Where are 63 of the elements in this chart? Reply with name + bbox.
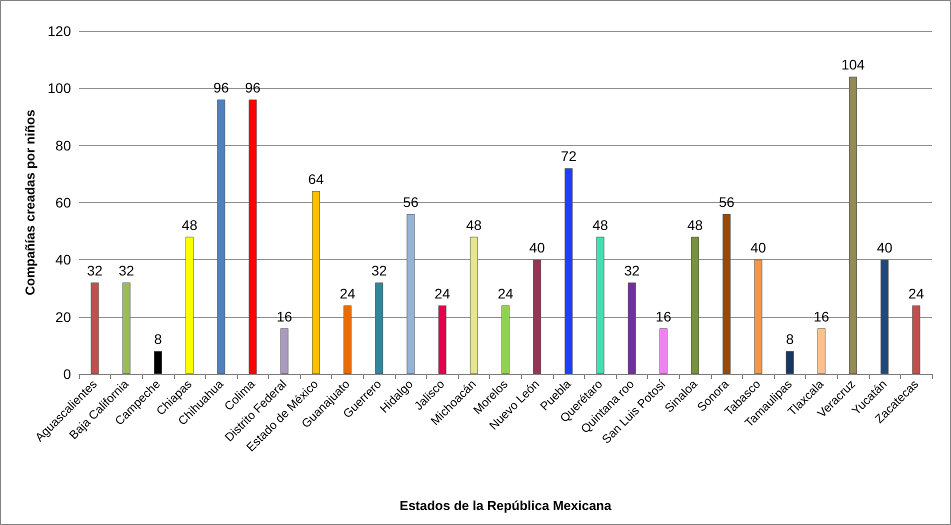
bar	[628, 282, 636, 374]
data-label: 96	[213, 80, 230, 96]
y-tick-label: 0	[63, 366, 72, 382]
bar	[90, 282, 99, 374]
data-label: 32	[118, 262, 134, 279]
data-label: 48	[466, 216, 482, 233]
bar	[533, 260, 542, 374]
bar	[344, 305, 352, 374]
data-label: 96	[244, 80, 261, 96]
data-label: 8	[786, 331, 794, 348]
bar	[470, 236, 478, 374]
y-tick-label: 120	[48, 23, 72, 39]
bar	[691, 236, 700, 374]
data-label: 24	[434, 285, 450, 302]
data-label: 56	[718, 194, 735, 210]
data-label: 32	[624, 262, 640, 279]
data-label: 48	[592, 216, 608, 233]
bar	[186, 236, 194, 374]
bar	[122, 282, 130, 374]
bar	[502, 305, 510, 374]
data-label: 24	[498, 285, 514, 302]
bar	[659, 328, 668, 374]
bar	[564, 168, 573, 374]
data-label: 24	[908, 285, 924, 302]
data-label: 16	[814, 308, 830, 324]
data-label: 40	[529, 240, 546, 256]
data-label: 64	[308, 171, 324, 188]
bar	[786, 351, 794, 374]
bar	[154, 351, 162, 374]
bar	[375, 282, 384, 374]
y-tick-label: 20	[55, 308, 72, 325]
bar	[880, 260, 889, 374]
y-axis-title: Compañías creadas por niños	[22, 110, 38, 296]
data-label: 16	[276, 308, 292, 324]
bar	[596, 236, 604, 374]
bar	[754, 260, 762, 374]
data-label: 16	[656, 308, 672, 324]
bar	[406, 214, 415, 374]
data-label: 72	[560, 148, 577, 164]
bar	[912, 305, 920, 374]
bar	[217, 100, 226, 374]
data-label: 32	[87, 262, 103, 279]
data-label: 56	[402, 194, 419, 210]
x-axis-title: Estados de la República Mexicana	[400, 498, 612, 513]
y-tick-label: 40	[55, 252, 72, 268]
bar	[817, 328, 826, 374]
data-label: 48	[182, 216, 198, 233]
y-tick-label: 60	[55, 194, 72, 210]
data-label: 104	[841, 56, 865, 73]
data-label: 8	[154, 331, 162, 348]
data-label: 48	[687, 216, 704, 233]
bar	[849, 76, 858, 374]
bar	[280, 328, 288, 374]
data-label: 32	[371, 262, 388, 279]
bar	[722, 214, 731, 374]
y-tick-label: 100	[48, 80, 72, 96]
data-label: 40	[876, 240, 893, 256]
bar	[312, 191, 320, 374]
bar	[438, 305, 446, 374]
bar	[248, 100, 257, 374]
data-label: 40	[750, 240, 766, 256]
y-tick-label: 80	[55, 137, 72, 154]
data-label: 24	[340, 285, 356, 302]
